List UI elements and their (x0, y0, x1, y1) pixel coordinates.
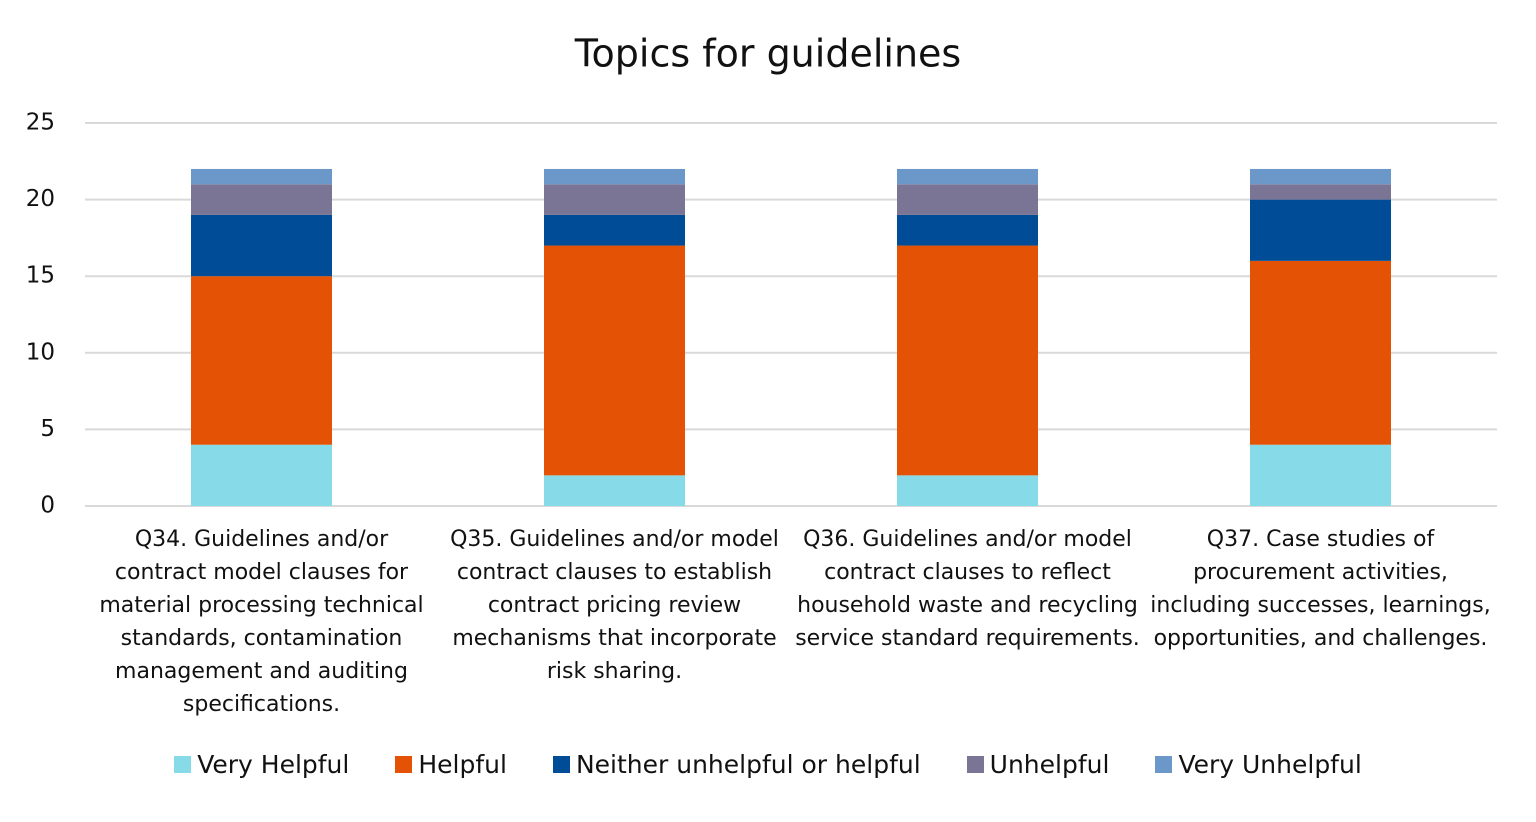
legend-item: Neither unhelpful or helpful (552, 750, 921, 779)
bar-segment (897, 214, 1038, 246)
bar-segment (191, 214, 332, 277)
x-tick-label: Q36. Guidelines and/or model contract cl… (795, 527, 1140, 651)
legend-label: Very Unhelpful (1178, 750, 1362, 779)
bar-segment (191, 444, 332, 506)
x-tick-label: Q34. Guidelines and/or contract model cl… (99, 527, 424, 717)
y-tick-label: 10 (26, 339, 55, 365)
legend-swatch (174, 756, 192, 773)
legend-label: Helpful (418, 750, 507, 779)
legend-item: Very Unhelpful (1155, 750, 1362, 779)
legend-label: Neither unhelpful or helpful (575, 750, 921, 779)
bar-segment (897, 475, 1038, 506)
bar-segment (1250, 168, 1391, 185)
bar-segment (191, 276, 332, 445)
legend-item: Helpful (395, 750, 507, 779)
bar-segment (544, 214, 685, 246)
bar-segment (191, 184, 332, 215)
legend-swatch (552, 756, 570, 773)
y-tick-label: 5 (40, 416, 55, 442)
bar-segment (1250, 199, 1391, 261)
bar-segment (544, 184, 685, 215)
legend-label: Very Helpful (197, 750, 350, 779)
bar-segment (1250, 184, 1391, 200)
bar-segment (191, 168, 332, 185)
legend-item: Unhelpful (966, 750, 1110, 779)
y-tick-label: 20 (26, 186, 55, 212)
y-tick-label: 0 (40, 493, 55, 519)
bar-segment (897, 245, 1038, 476)
bar-segment (544, 168, 685, 185)
bar-segment (897, 168, 1038, 185)
bar-segment (544, 475, 685, 506)
bar-segment (1250, 444, 1391, 506)
legend-item: Very Helpful (174, 750, 349, 779)
legend-swatch (395, 756, 413, 773)
legend-swatch (1155, 756, 1173, 773)
legend: Very Helpful Helpful Neither unhelpful or … (0, 750, 1536, 779)
bar-segment (1250, 260, 1391, 445)
bar-segment (544, 245, 685, 476)
y-tick-label: 15 (26, 263, 55, 289)
chart-title: Topics for guidelines (574, 32, 961, 76)
y-tick-label: 25 (26, 110, 55, 136)
legend-label: Unhelpful (989, 750, 1110, 779)
legend-swatch (966, 756, 984, 773)
bar-segment (897, 184, 1038, 215)
x-tick-label: Q35. Guidelines and/or model contract cl… (450, 527, 779, 684)
x-tick-label: Q37. Case studies of procurement activit… (1150, 527, 1491, 651)
